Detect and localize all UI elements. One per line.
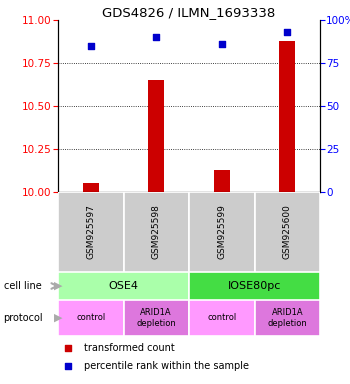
Text: protocol: protocol bbox=[4, 313, 43, 323]
Text: cell line: cell line bbox=[4, 281, 41, 291]
Point bbox=[219, 41, 225, 47]
Bar bbox=[83, 184, 99, 192]
Text: control: control bbox=[76, 313, 105, 323]
FancyBboxPatch shape bbox=[58, 300, 124, 336]
Point bbox=[66, 345, 71, 351]
FancyBboxPatch shape bbox=[189, 272, 320, 300]
Point bbox=[153, 34, 159, 40]
FancyBboxPatch shape bbox=[58, 272, 189, 300]
Text: ARID1A
depletion: ARID1A depletion bbox=[136, 308, 176, 328]
Text: ARID1A
depletion: ARID1A depletion bbox=[267, 308, 307, 328]
Text: IOSE80pc: IOSE80pc bbox=[228, 281, 281, 291]
Bar bbox=[214, 170, 230, 192]
Point bbox=[66, 363, 71, 369]
Title: GDS4826 / ILMN_1693338: GDS4826 / ILMN_1693338 bbox=[102, 6, 276, 19]
Text: GSM925597: GSM925597 bbox=[86, 205, 95, 260]
FancyBboxPatch shape bbox=[58, 192, 124, 272]
FancyBboxPatch shape bbox=[124, 192, 189, 272]
Bar bbox=[148, 80, 164, 192]
FancyBboxPatch shape bbox=[124, 300, 189, 336]
Text: percentile rank within the sample: percentile rank within the sample bbox=[84, 361, 249, 371]
Text: OSE4: OSE4 bbox=[108, 281, 139, 291]
Point bbox=[285, 29, 290, 35]
Text: ▶: ▶ bbox=[54, 281, 63, 291]
Text: GSM925599: GSM925599 bbox=[217, 205, 226, 260]
Text: control: control bbox=[207, 313, 236, 323]
FancyBboxPatch shape bbox=[189, 192, 254, 272]
Point bbox=[88, 43, 93, 49]
Text: ▶: ▶ bbox=[54, 313, 63, 323]
FancyBboxPatch shape bbox=[189, 300, 254, 336]
Text: transformed count: transformed count bbox=[84, 343, 175, 353]
FancyBboxPatch shape bbox=[254, 192, 320, 272]
Text: GSM925600: GSM925600 bbox=[283, 205, 292, 260]
Bar bbox=[279, 41, 295, 192]
FancyBboxPatch shape bbox=[254, 300, 320, 336]
Text: GSM925598: GSM925598 bbox=[152, 205, 161, 260]
